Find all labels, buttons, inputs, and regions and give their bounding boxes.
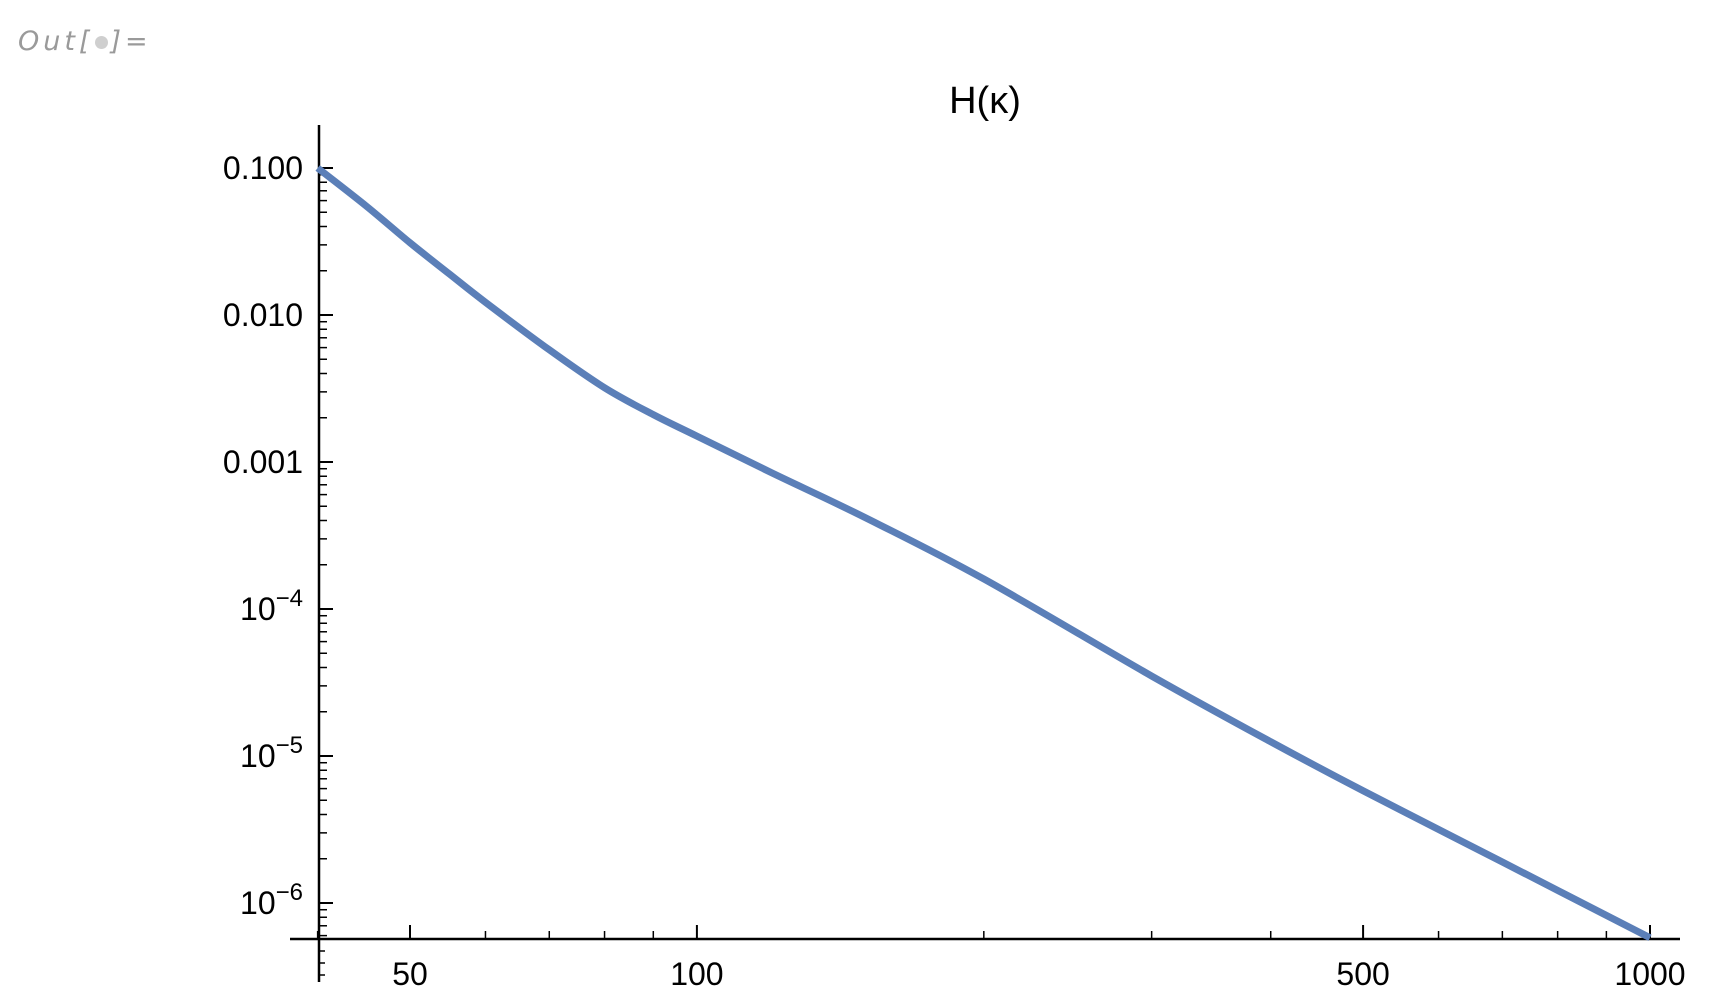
out-prefix: Out[ xyxy=(18,26,94,57)
series-line xyxy=(315,165,1652,941)
y-tick-label: 10−4 xyxy=(240,585,303,627)
series-group xyxy=(315,165,1652,941)
y-tick-label: 10−5 xyxy=(240,732,303,774)
x-axis: 50 100 500 1000 xyxy=(290,925,1686,992)
y-tick-label: 0.001 xyxy=(223,444,303,480)
chart-title: H(κ) xyxy=(949,80,1021,122)
minor-ticks xyxy=(316,173,1608,976)
y-tick-label: 10−6 xyxy=(240,879,303,921)
cell-indicator-dot xyxy=(95,36,109,49)
output-cell-label: Out[ ]= xyxy=(18,26,152,57)
x-tick-label: 50 xyxy=(392,956,428,992)
x-tick-label: 100 xyxy=(670,956,723,992)
x-tick-label: 500 xyxy=(1336,956,1389,992)
out-suffix: ]= xyxy=(110,26,152,57)
x-tick-label: 1000 xyxy=(1614,956,1685,992)
y-axis: 0.100 0.010 0.001 10−4 10−5 10−6 xyxy=(223,125,333,982)
y-tick-label: 0.100 xyxy=(223,150,303,186)
y-tick-label: 0.010 xyxy=(223,297,303,333)
